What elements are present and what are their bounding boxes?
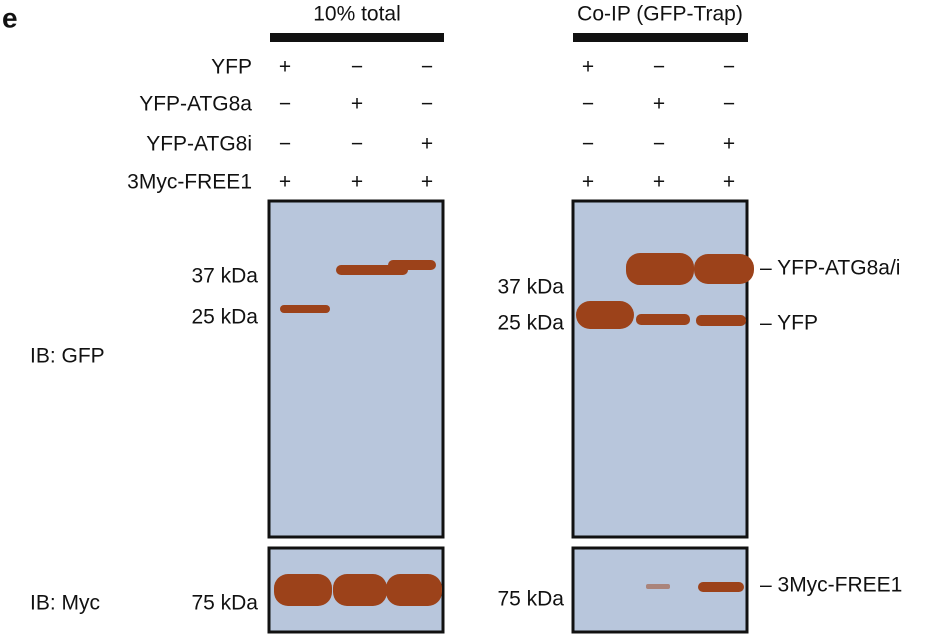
sign: − [653, 133, 665, 156]
band [388, 260, 436, 270]
band [576, 301, 634, 329]
blot [267, 199, 445, 539]
sign: + [421, 133, 433, 156]
ib-label: IB: Myc [30, 592, 100, 615]
sign: − [723, 93, 735, 116]
sign: + [351, 171, 363, 194]
band [626, 253, 694, 285]
sign: − [421, 56, 433, 79]
sign: − [351, 133, 363, 156]
sign: + [723, 133, 735, 156]
sign: + [582, 171, 594, 194]
band [274, 574, 332, 606]
group-bar [270, 33, 444, 42]
sign: − [279, 133, 291, 156]
sign: + [723, 171, 735, 194]
sign: − [653, 56, 665, 79]
band-label: – YFP-ATG8a/i [760, 257, 900, 280]
row-label: YFP-ATG8a [139, 93, 252, 116]
sign: − [279, 93, 291, 116]
ib-label: IB: GFP [30, 345, 105, 368]
sign: + [582, 56, 594, 79]
band [280, 305, 330, 313]
sign: + [421, 171, 433, 194]
marker: 25 kDa [191, 306, 258, 329]
row-label: YFP-ATG8i [146, 133, 252, 156]
band-label: – YFP [760, 312, 818, 335]
row-label: YFP [211, 56, 252, 79]
blot [571, 199, 749, 539]
marker: 75 kDa [497, 588, 564, 611]
marker: 75 kDa [191, 592, 258, 615]
group-title: 10% total [313, 3, 401, 26]
band [696, 315, 746, 326]
sign: + [351, 93, 363, 116]
marker: 37 kDa [497, 276, 564, 299]
sign: + [653, 171, 665, 194]
group-title: Co-IP (GFP-Trap) [577, 3, 743, 26]
sign: − [351, 56, 363, 79]
band [386, 574, 442, 606]
marker: 37 kDa [191, 265, 258, 288]
band [646, 584, 670, 589]
row-label: 3Myc-FREE1 [127, 171, 252, 194]
marker: 25 kDa [497, 312, 564, 335]
sign: − [723, 56, 735, 79]
sign: + [653, 93, 665, 116]
band [694, 254, 754, 284]
group-bar [573, 33, 748, 42]
sign: − [421, 93, 433, 116]
band [333, 574, 387, 606]
band-label: – 3Myc-FREE1 [760, 574, 902, 597]
band [636, 314, 690, 325]
sign: − [582, 133, 594, 156]
sign: + [279, 56, 291, 79]
sign: − [582, 93, 594, 116]
band [698, 582, 744, 592]
sign: + [279, 171, 291, 194]
panel-label: e [2, 2, 18, 33]
